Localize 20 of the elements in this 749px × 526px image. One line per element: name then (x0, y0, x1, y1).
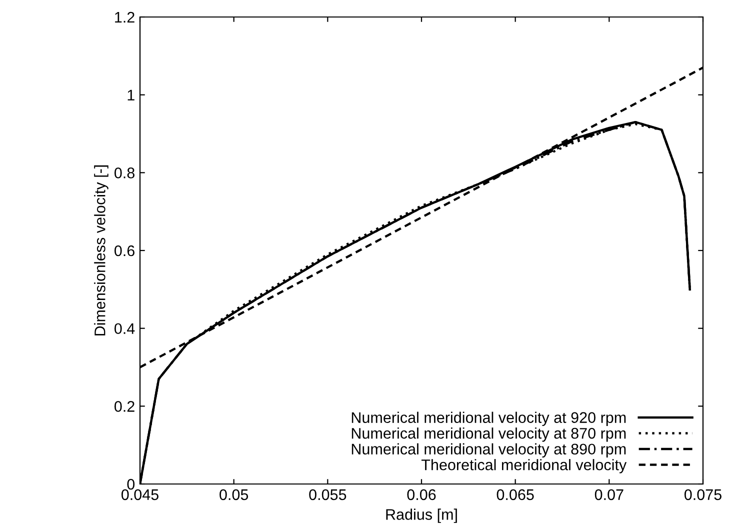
x-axis-title: Radius [m] (386, 508, 457, 523)
x-tick-label: 0.07 (594, 489, 624, 500)
x-tick-label: 0.06 (407, 489, 436, 500)
x-tick-label: 0.075 (684, 489, 722, 500)
y-tick-label: 1 (128, 90, 134, 100)
x-tick-label: 0.045 (121, 489, 158, 500)
y-tick-label: 1.2 (115, 12, 134, 23)
y-tick-label: 0.8 (114, 168, 134, 178)
legend-label: Numerical meridional velocity at 870 rpm (352, 428, 626, 442)
y-tick-label: 0.6 (114, 245, 134, 256)
x-tick-label: 0.055 (309, 489, 346, 500)
legend-label: Numerical meridional velocity at 920 rpm (352, 412, 626, 426)
y-tick-label: 0.4 (114, 323, 135, 334)
y-tick-label: 0 (127, 478, 135, 490)
y-tick-label: 0.2 (114, 401, 134, 412)
legend-label: Numerical meridional velocity at 890 rpm (352, 443, 626, 458)
x-tick-label: 0.065 (496, 489, 534, 500)
y-axis-title: Dimensionless velocity [-] (94, 165, 108, 336)
legend-label: Theoretical meridional velocity (421, 459, 627, 474)
x-tick-label: 0.05 (220, 489, 248, 500)
